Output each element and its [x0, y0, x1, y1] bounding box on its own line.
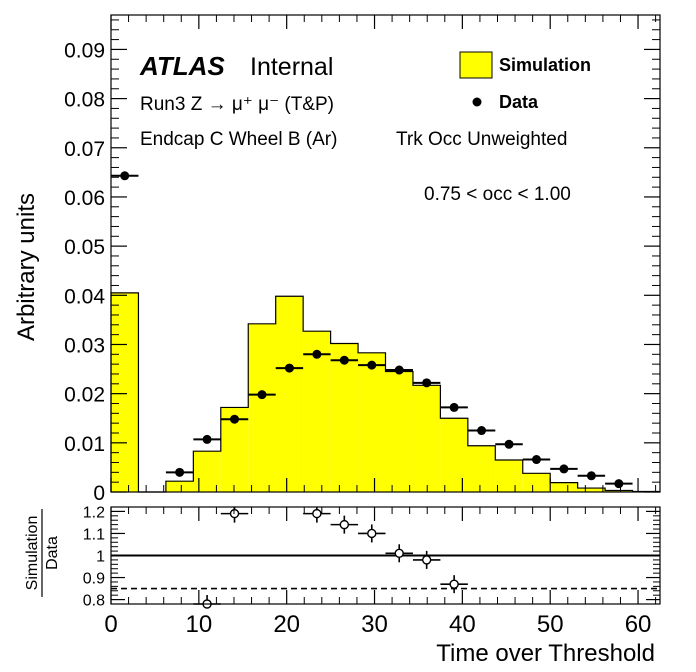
simulation-outline [110, 292, 661, 493]
main-y-tick-label: 0.01 [64, 433, 105, 456]
ratio-point [394, 548, 404, 558]
simulation-histogram [110, 292, 661, 493]
simulation-bin [605, 490, 633, 492]
region-label: Endcap C Wheel B (Ar) [140, 129, 337, 150]
data-point [339, 355, 349, 365]
legend-data-label: Data [499, 92, 539, 112]
legend-simulation-label: Simulation [499, 55, 591, 75]
simulation-bin [495, 460, 523, 492]
ratio-x-tick-label: 10 [185, 611, 212, 638]
main-y-axis: 0 0.01 0.02 0.03 0.04 0.05 0.06 0.07 0.08 0.09 [64, 19, 660, 505]
simulation-bin [577, 488, 606, 492]
ratio-x-tick-label: 20 [273, 611, 300, 638]
ratio-x-tick-label: 50 [537, 611, 564, 638]
data-point [614, 479, 624, 489]
occupancy-range-label: 0.75 < occ < 1.00 [424, 184, 571, 205]
simulation-bin [165, 481, 194, 492]
simulation-bin [275, 296, 304, 492]
simulation-bin [550, 482, 578, 492]
main-y-tick-label: 0.05 [64, 236, 105, 259]
data-point [559, 464, 569, 474]
data-point [175, 467, 185, 477]
x-axis-title: Time over Threshold [436, 640, 655, 667]
simulation-bin [330, 343, 359, 492]
ratio-x-tick-label: 0 [104, 611, 117, 638]
ratio-reference-lines [111, 554, 660, 590]
data-point [531, 455, 541, 465]
data-point [202, 434, 212, 444]
data-point [477, 426, 487, 436]
simulation-bin [522, 473, 551, 492]
main-y-tick-label: 0.02 [64, 384, 105, 407]
ratio-point [367, 528, 377, 539]
ratio-y-title-numerator: Simulation [24, 516, 41, 591]
ratio-point [339, 519, 350, 530]
ratio-y-title-denominator: Data [44, 536, 61, 570]
data-point [312, 349, 322, 359]
data-point [284, 363, 294, 373]
simulation-bin [412, 385, 441, 492]
main-y-tick-label: 0.03 [64, 334, 105, 357]
main-x-axis [110, 15, 657, 492]
data-point [367, 360, 377, 370]
legend-simulation-swatch [459, 51, 493, 79]
ratio-y-tick-label: 1 [96, 549, 105, 566]
ratio-x-tick-label: 40 [449, 611, 476, 638]
simulation-bin [467, 445, 496, 492]
main-y-tick-label: 0.06 [64, 187, 105, 210]
data-point [120, 171, 130, 181]
data-point [422, 378, 432, 388]
legend: Simulation Data [459, 51, 591, 112]
internal-label: Internal [250, 53, 333, 81]
main-y-tick-label: 0.08 [64, 89, 105, 112]
main-frame-box [110, 14, 661, 493]
ratio-point [449, 579, 459, 589]
ratio-x-tick-label: 60 [625, 611, 652, 638]
ratio-y-tick-label: 0.9 [83, 571, 105, 588]
ratio-points [193, 507, 468, 609]
ratio-x-axis: 0 10 20 30 40 50 60 [104, 507, 657, 638]
ratio-y-axis: 0.8 0.9 1 1.1 1.2 [83, 504, 660, 610]
data-point [257, 390, 267, 400]
simulation-bin [440, 418, 468, 492]
simulation-bin [248, 323, 276, 492]
ratio-point [421, 555, 432, 565]
ratio-y-axis-title: Simulation Data [24, 509, 61, 597]
ratio-y-tick-label: 1.2 [83, 504, 105, 521]
data-point [449, 402, 459, 412]
main-y-tick-label: 0.04 [64, 285, 105, 308]
ratio-x-tick-label: 30 [361, 611, 388, 638]
run-info-label: Run3 Z → μ⁺ μ⁻ (T&P) [140, 94, 334, 115]
ratio-point [229, 508, 240, 519]
main-y-tick-label: 0.09 [64, 39, 105, 62]
ratio-y-tick-label: 0.8 [83, 593, 105, 610]
data-point [394, 365, 404, 375]
data-point [230, 414, 240, 424]
main-y-tick-label: 0.07 [64, 138, 105, 161]
data-point [586, 471, 596, 481]
main-y-tick-label: 0 [93, 482, 105, 505]
ratio-point [312, 508, 322, 519]
simulation-bin [385, 371, 413, 492]
data-point [504, 439, 514, 449]
main-plot-frame [110, 14, 661, 493]
y-axis-title: Arbitrary units [13, 193, 40, 341]
weighting-label: Trk Occ Unweighted [396, 129, 567, 150]
data-points [111, 171, 633, 489]
simulation-bin [358, 352, 386, 492]
atlas-label: ATLAS [139, 51, 225, 81]
ratio-y-tick-label: 1.1 [83, 526, 105, 543]
simulation-bin [111, 292, 139, 492]
legend-data-marker [472, 97, 482, 107]
